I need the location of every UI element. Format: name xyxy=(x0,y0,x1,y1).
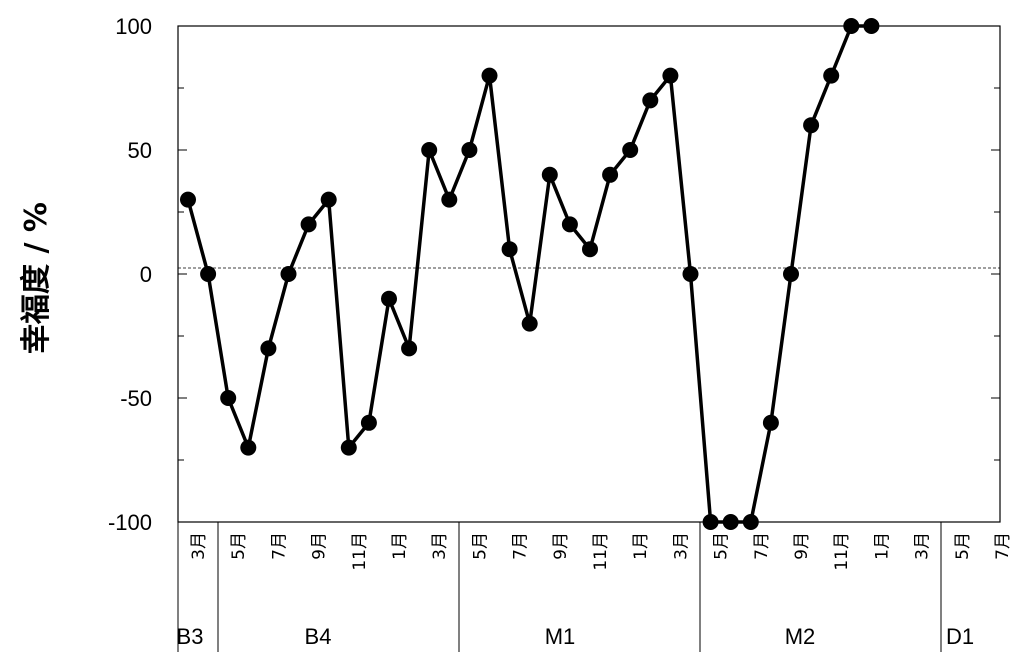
data-point xyxy=(381,290,397,307)
month-label: 1月 xyxy=(631,532,651,560)
month-label: 1月 xyxy=(390,532,410,560)
data-point xyxy=(220,390,237,406)
month-label: 3月 xyxy=(671,532,691,560)
month-label: 11月 xyxy=(350,532,370,571)
month-label: 1月 xyxy=(872,532,892,560)
month-label: 11月 xyxy=(832,532,852,571)
data-point xyxy=(240,439,257,456)
data-point xyxy=(481,67,498,84)
month-label: 5月 xyxy=(712,532,732,560)
data-point xyxy=(682,266,699,282)
data-point xyxy=(762,414,779,431)
stage-label: D1 xyxy=(946,624,974,649)
y-tick-label: -50 xyxy=(120,386,152,411)
data-point xyxy=(300,216,317,233)
data-point xyxy=(441,191,458,208)
stage-label: B4 xyxy=(305,624,332,649)
y-tick-label: 100 xyxy=(115,14,152,39)
stage-label: M2 xyxy=(785,624,816,649)
y-tick-label: -100 xyxy=(108,510,152,535)
month-label: 5月 xyxy=(953,532,973,560)
data-point xyxy=(401,340,418,357)
plot-frame xyxy=(177,25,1001,523)
data-point xyxy=(582,241,598,258)
data-point xyxy=(783,266,799,282)
month-label: 3月 xyxy=(913,532,933,560)
data-point xyxy=(803,117,820,134)
data-point xyxy=(280,266,297,282)
data-point xyxy=(180,191,196,208)
data-point xyxy=(602,166,619,183)
data-point xyxy=(541,166,558,183)
y-axis-label: 幸福度 / % xyxy=(19,202,54,354)
data-point xyxy=(561,216,578,233)
stage-label: M1 xyxy=(545,624,576,649)
data-point xyxy=(863,18,880,34)
y-tick-label: 50 xyxy=(128,138,152,163)
month-label: 9月 xyxy=(792,532,812,560)
data-point xyxy=(662,67,679,84)
data-point xyxy=(260,340,277,357)
data-point xyxy=(702,514,719,530)
data-point xyxy=(642,92,659,109)
y-tick-label: 0 xyxy=(140,262,152,287)
data-point xyxy=(722,514,739,530)
stage-label: B3 xyxy=(177,624,204,649)
month-label: 11月 xyxy=(591,532,611,571)
month-label: 3月 xyxy=(430,532,450,560)
month-label: 9月 xyxy=(310,532,330,560)
month-label: 7月 xyxy=(269,532,289,560)
data-point xyxy=(501,241,518,258)
x-axis-labels-group: 3月 5月 7月 9月 11月 1月 3月 5月 7月 9月 11月 1月 3月 5月 7月 9月 11月 1月 3… xyxy=(177,522,1013,652)
data-point xyxy=(742,514,759,530)
month-label: 5月 xyxy=(470,532,490,560)
data-point xyxy=(823,67,840,84)
data-point xyxy=(200,266,217,282)
month-label: 3月 xyxy=(189,532,209,560)
data-point xyxy=(320,191,337,208)
month-label: 7月 xyxy=(993,532,1013,560)
data-point xyxy=(843,18,860,34)
month-label: 9月 xyxy=(551,532,571,560)
month-label: 5月 xyxy=(229,532,249,560)
data-point xyxy=(360,414,377,431)
month-label: 7月 xyxy=(752,532,772,560)
data-point xyxy=(421,142,438,158)
series-group xyxy=(180,18,880,530)
month-label: 7月 xyxy=(511,532,531,560)
data-point xyxy=(461,142,478,158)
data-point xyxy=(521,315,538,332)
data-point xyxy=(622,142,639,158)
axes-group: 100 50 0 -50 -100 xyxy=(108,14,1001,535)
data-point xyxy=(340,439,357,456)
